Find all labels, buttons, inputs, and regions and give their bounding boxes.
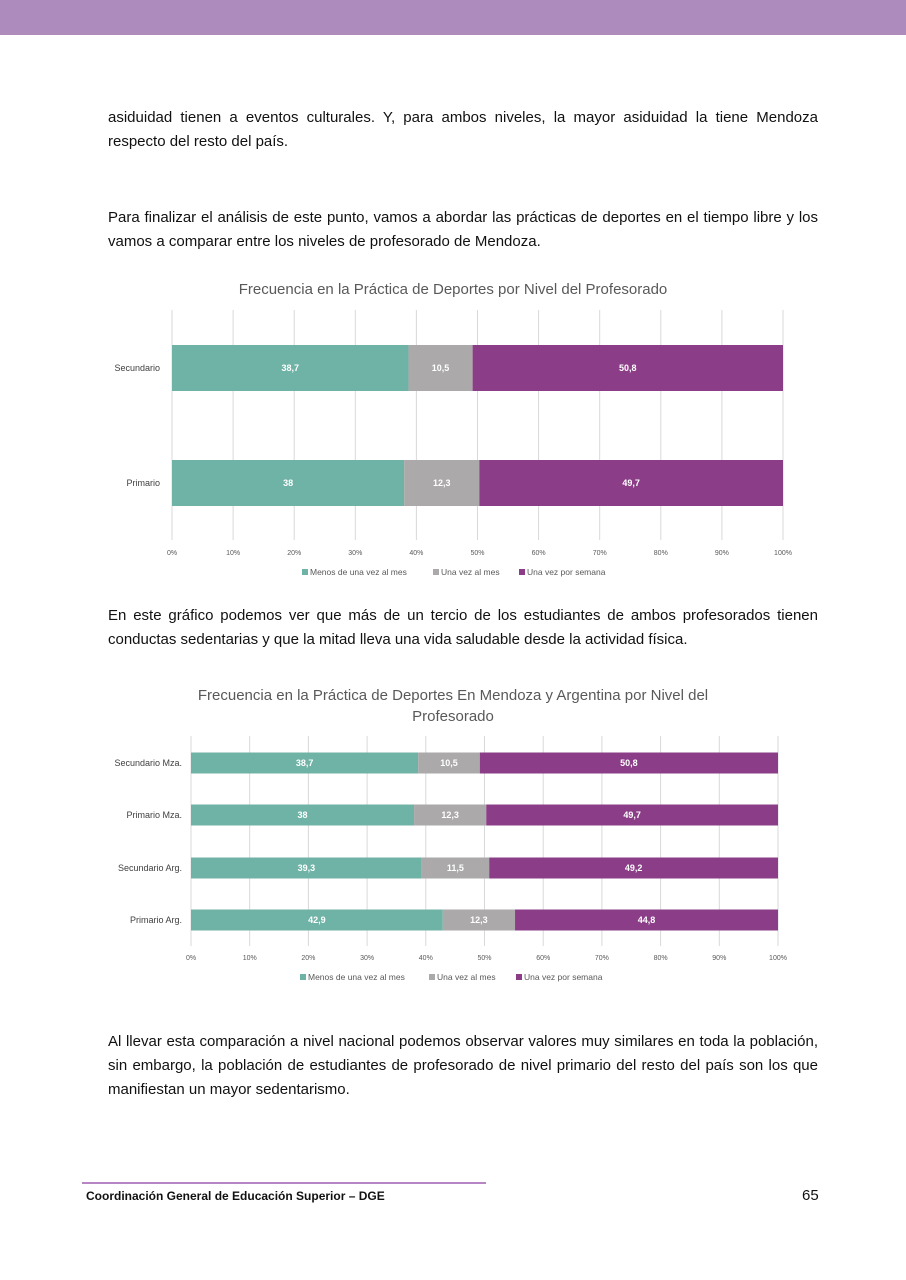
text-line: sin embargo, la población de estudiantes… (108, 1057, 818, 1074)
x-tick-label: 10% (226, 550, 240, 557)
text-line: asiduidad tienen a eventos culturales. Y… (108, 109, 818, 126)
data-label: 38 (298, 810, 308, 820)
legend-swatch (519, 569, 525, 575)
x-tick-label: 90% (715, 550, 729, 557)
bar-segment (515, 909, 778, 931)
text-line: conductas sedentarias y que la mitad lle… (108, 631, 688, 648)
category-label: Secundario Arg. (118, 863, 182, 873)
data-label: 10,5 (432, 363, 450, 373)
x-tick-label: 80% (654, 955, 668, 962)
text-line: Al llevar esta comparación a nivel nacio… (108, 1033, 818, 1050)
legend-label: Una vez al mes (441, 567, 500, 577)
chart-deportes-profesorado: Frecuencia en la Práctica de Deportes po… (114, 281, 792, 577)
x-tick-label: 10% (243, 955, 257, 962)
legend-label: Menos de una vez al mes (308, 972, 405, 982)
x-tick-label: 30% (348, 550, 362, 557)
bar-segment (172, 460, 405, 506)
legend-swatch (429, 974, 435, 980)
chart-title: Frecuencia en la Práctica de Deportes En… (198, 687, 708, 704)
data-label: 10,5 (440, 758, 458, 768)
legend-swatch (516, 974, 522, 980)
text-line: respecto del resto del país. (108, 133, 289, 150)
data-label: 49,7 (622, 478, 640, 488)
bar-segment (442, 909, 516, 931)
x-tick-label: 0% (167, 550, 177, 557)
paragraph-4: Al llevar esta comparación a nivel nacio… (108, 1030, 818, 1102)
category-label: Secundario (114, 363, 160, 373)
category-label: Primario Mza. (126, 810, 182, 820)
paragraph-2: Para finalizar el análisis de este punto… (108, 206, 818, 254)
x-tick-label: 100% (769, 955, 787, 962)
x-tick-label: 60% (536, 955, 550, 962)
header-bar (0, 0, 906, 35)
chart-deportes-mendoza-argentina: Frecuencia en la Práctica de Deportes En… (114, 687, 787, 982)
bar-segment (472, 345, 783, 391)
data-label: 39,3 (298, 863, 316, 873)
paragraph-3: En este gráfico podemos ver que más de u… (108, 604, 818, 652)
x-tick-label: 100% (774, 550, 792, 557)
legend-swatch (302, 569, 308, 575)
footer-rule (82, 1182, 486, 1184)
legend-label: Una vez por semana (527, 567, 606, 577)
bar-segment (489, 857, 778, 879)
bar-segment (408, 345, 473, 391)
legend-label: Una vez por semana (524, 972, 603, 982)
bar-segment (421, 857, 490, 879)
x-tick-label: 20% (287, 550, 301, 557)
x-tick-label: 70% (595, 955, 609, 962)
text-line: manifiestan un mayor sedentarismo. (108, 1081, 350, 1098)
category-label: Primario (126, 478, 160, 488)
data-label: 11,5 (447, 863, 464, 873)
data-label: 12,3 (433, 478, 451, 488)
x-tick-label: 30% (360, 955, 374, 962)
bar-segment (479, 460, 783, 506)
text-line: vamos a comparar entre los niveles de pr… (108, 233, 541, 250)
category-label: Secundario Mza. (114, 758, 182, 768)
text-line: Para finalizar el análisis de este punto… (108, 209, 818, 226)
chart-title: Frecuencia en la Práctica de Deportes po… (239, 281, 668, 298)
bar-segment (404, 460, 480, 506)
x-tick-label: 60% (532, 550, 546, 557)
data-label: 12,3 (470, 915, 488, 925)
bar-segment (414, 804, 487, 826)
bar-segment (191, 909, 443, 931)
x-tick-label: 40% (419, 955, 433, 962)
bar-segment (486, 804, 778, 826)
data-label: 49,2 (625, 863, 643, 873)
footer-text: Coordinación General de Educación Superi… (86, 1189, 385, 1203)
bar-segment (191, 804, 415, 826)
category-label: Primario Arg. (130, 915, 182, 925)
data-label: 42,9 (308, 915, 326, 925)
bar-segment (418, 752, 480, 774)
x-tick-label: 20% (301, 955, 315, 962)
x-tick-label: 0% (186, 955, 196, 962)
x-tick-label: 40% (409, 550, 423, 557)
x-tick-label: 80% (654, 550, 668, 557)
data-label: 50,8 (620, 758, 638, 768)
x-tick-label: 50% (470, 550, 484, 557)
legend-label: Una vez al mes (437, 972, 496, 982)
legend-label: Menos de una vez al mes (310, 567, 407, 577)
data-label: 44,8 (638, 915, 656, 925)
legend-swatch (433, 569, 439, 575)
bar-segment (479, 752, 778, 774)
x-tick-label: 70% (593, 550, 607, 557)
bar-segment (191, 752, 419, 774)
data-label: 12,3 (441, 810, 459, 820)
data-label: 38,7 (296, 758, 314, 768)
data-label: 38 (283, 478, 293, 488)
page-number: 65 (802, 1187, 819, 1204)
x-tick-label: 90% (712, 955, 726, 962)
data-label: 50,8 (619, 363, 637, 373)
bar-segment (172, 345, 409, 391)
legend-swatch (300, 974, 306, 980)
chart-title: Profesorado (412, 708, 494, 725)
data-label: 49,7 (623, 810, 641, 820)
bar-segment (191, 857, 422, 879)
paragraph-1: asiduidad tienen a eventos culturales. Y… (108, 106, 818, 154)
text-line: En este gráfico podemos ver que más de u… (108, 607, 818, 624)
x-tick-label: 50% (477, 955, 491, 962)
data-label: 38,7 (281, 363, 299, 373)
